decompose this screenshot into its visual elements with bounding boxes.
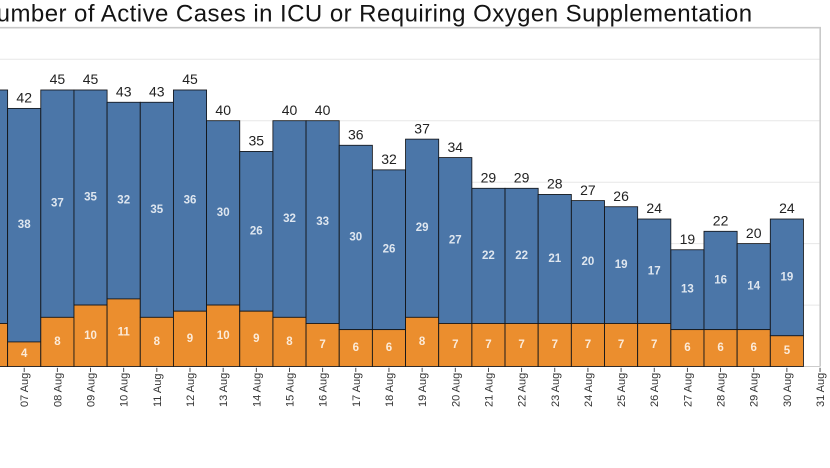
svg-text:29: 29 [416, 222, 429, 234]
svg-text:11: 11 [118, 327, 131, 339]
svg-text:38: 38 [18, 219, 31, 231]
svg-text:25 Aug: 25 Aug [616, 373, 628, 407]
svg-text:26 Aug: 26 Aug [649, 373, 661, 407]
svg-text:19: 19 [680, 231, 696, 247]
svg-text:09 Aug: 09 Aug [86, 373, 98, 407]
svg-text:28: 28 [547, 176, 563, 192]
svg-text:22: 22 [482, 250, 495, 262]
svg-text:26: 26 [613, 188, 629, 204]
svg-text:6: 6 [684, 342, 690, 354]
svg-text:20 Aug: 20 Aug [450, 373, 462, 407]
svg-text:27: 27 [580, 182, 596, 198]
svg-text:12 Aug: 12 Aug [185, 373, 197, 407]
svg-text:32: 32 [381, 151, 397, 167]
svg-text:33: 33 [316, 216, 329, 228]
svg-text:28 Aug: 28 Aug [716, 373, 728, 407]
svg-text:32: 32 [283, 213, 296, 225]
svg-text:15 Aug: 15 Aug [285, 373, 297, 407]
svg-text:17 Aug: 17 Aug [351, 373, 363, 407]
svg-text:18 Aug: 18 Aug [384, 373, 396, 407]
svg-text:31 Aug: 31 Aug [815, 373, 827, 407]
svg-text:07 Aug: 07 Aug [19, 373, 31, 407]
svg-text:36: 36 [184, 195, 197, 207]
svg-text:19: 19 [781, 271, 794, 283]
svg-text:40: 40 [282, 102, 298, 118]
svg-text:19 Aug: 19 Aug [417, 373, 429, 407]
svg-text:08 Aug: 08 Aug [52, 373, 64, 407]
svg-text:27: 27 [449, 235, 462, 247]
svg-text:9: 9 [187, 333, 193, 345]
svg-text:6: 6 [717, 342, 723, 354]
svg-text:32: 32 [117, 195, 130, 207]
svg-text:14 Aug: 14 Aug [251, 373, 263, 407]
svg-text:10: 10 [84, 330, 97, 342]
svg-text:45: 45 [182, 71, 198, 87]
svg-text:22: 22 [713, 213, 729, 229]
svg-text:6: 6 [750, 342, 756, 354]
svg-text:7: 7 [452, 339, 458, 351]
svg-text:45: 45 [50, 71, 66, 87]
svg-text:36: 36 [348, 127, 364, 143]
svg-text:4: 4 [21, 348, 28, 360]
svg-text:7: 7 [518, 339, 524, 351]
svg-text:34: 34 [448, 139, 464, 155]
svg-text:40: 40 [315, 102, 331, 118]
svg-text:20: 20 [746, 225, 762, 241]
svg-text:14: 14 [747, 281, 760, 293]
svg-text:35: 35 [249, 133, 265, 149]
svg-text:27 Aug: 27 Aug [682, 373, 694, 407]
svg-text:6: 6 [386, 342, 392, 354]
svg-text:11 Aug: 11 Aug [152, 374, 164, 407]
svg-text:43: 43 [116, 84, 132, 100]
svg-text:30: 30 [217, 207, 230, 219]
svg-text:22: 22 [515, 250, 528, 262]
svg-text:13 Aug: 13 Aug [218, 373, 230, 407]
svg-text:43: 43 [149, 84, 165, 100]
svg-text:16 Aug: 16 Aug [318, 373, 330, 407]
svg-text:13: 13 [681, 284, 694, 296]
svg-text:9: 9 [253, 333, 259, 345]
svg-text:7: 7 [552, 339, 558, 351]
svg-text:7: 7 [651, 339, 657, 351]
svg-text:24: 24 [779, 200, 795, 216]
svg-text:7: 7 [485, 339, 491, 351]
svg-text:30: 30 [349, 232, 362, 244]
svg-text:7: 7 [618, 339, 624, 351]
svg-text:Number of Active Cases in ICU: Number of Active Cases in ICU or Requiri… [0, 1, 753, 28]
svg-text:19: 19 [615, 259, 628, 271]
svg-text:23 Aug: 23 Aug [550, 373, 562, 407]
svg-text:7: 7 [319, 339, 325, 351]
svg-text:37: 37 [51, 198, 64, 210]
svg-text:37: 37 [414, 120, 430, 136]
svg-text:35: 35 [84, 192, 97, 204]
svg-text:10: 10 [217, 330, 230, 342]
svg-text:16: 16 [714, 275, 727, 287]
svg-text:45: 45 [83, 71, 99, 87]
svg-text:42: 42 [16, 90, 32, 106]
svg-text:5: 5 [784, 345, 791, 357]
svg-text:6: 6 [353, 342, 359, 354]
svg-text:21: 21 [548, 253, 561, 265]
svg-text:24: 24 [646, 200, 662, 216]
svg-text:30 Aug: 30 Aug [782, 373, 794, 407]
svg-text:17: 17 [648, 265, 661, 277]
svg-text:26: 26 [383, 244, 396, 256]
svg-text:8: 8 [286, 336, 293, 348]
svg-text:8: 8 [54, 336, 61, 348]
svg-text:29: 29 [481, 170, 497, 186]
svg-text:7: 7 [585, 339, 591, 351]
svg-text:10 Aug: 10 Aug [119, 373, 131, 407]
svg-text:40: 40 [215, 102, 231, 118]
svg-text:29 Aug: 29 Aug [749, 373, 761, 407]
svg-text:20: 20 [582, 256, 595, 268]
svg-text:8: 8 [154, 336, 161, 348]
svg-text:29: 29 [514, 170, 530, 186]
svg-text:26: 26 [250, 225, 263, 237]
svg-text:22 Aug: 22 Aug [517, 373, 529, 407]
svg-text:8: 8 [419, 336, 426, 348]
svg-text:21 Aug: 21 Aug [483, 373, 495, 407]
svg-text:24 Aug: 24 Aug [583, 373, 595, 407]
svg-text:35: 35 [150, 204, 163, 216]
